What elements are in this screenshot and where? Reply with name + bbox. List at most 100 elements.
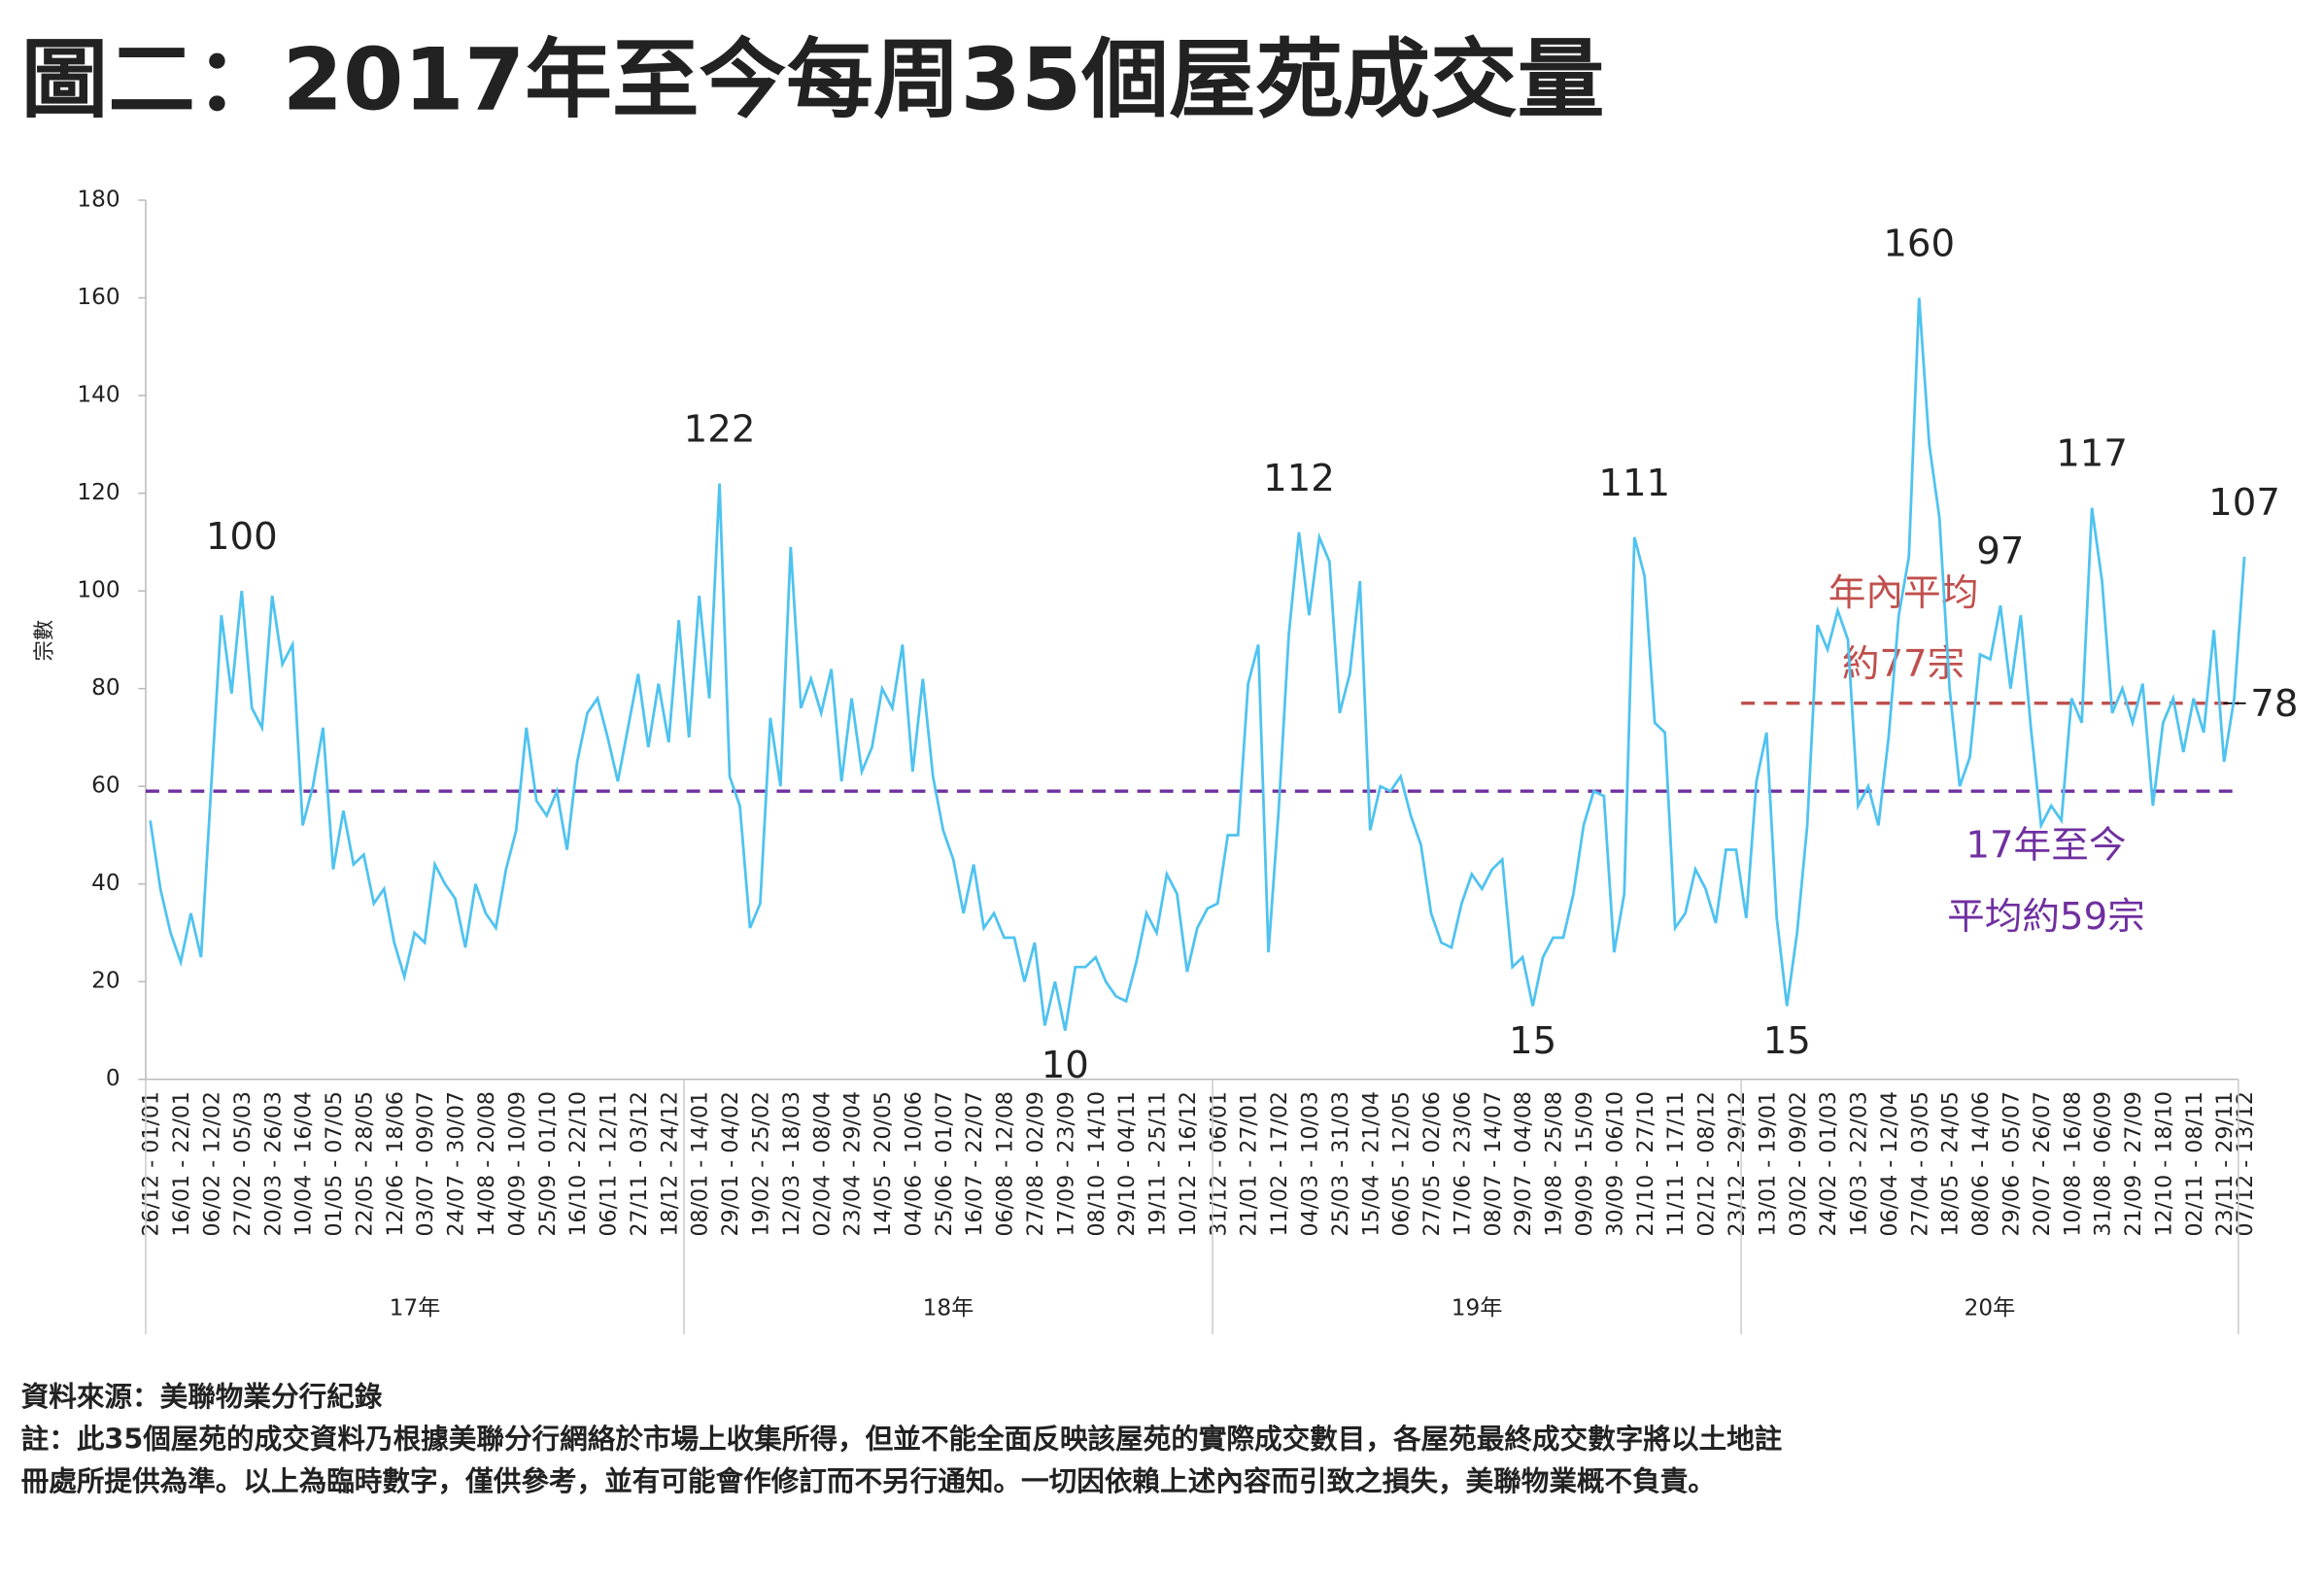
reference-end-label: 78 (2250, 682, 2298, 726)
x-tick-label: 08/10 - 14/10 (1084, 1091, 1110, 1237)
group-label: 20年 (1965, 1296, 2016, 1322)
x-tick-label: 27/02 - 05/03 (230, 1091, 256, 1237)
y-axis-label: 宗數 (32, 620, 56, 662)
x-tick-label: 08/01 - 14/01 (688, 1091, 713, 1237)
chart-title: 圖二：2017年至今每周35個屋苑成交量 (21, 30, 1605, 130)
x-tick-label: 29/10 - 04/11 (1114, 1091, 1140, 1237)
x-tick-label: 23/04 - 29/04 (840, 1091, 866, 1237)
x-tick-label: 22/05 - 28/05 (352, 1091, 377, 1237)
data-line (149, 297, 2246, 1031)
data-label: 100 (206, 515, 278, 559)
data-label: 111 (1598, 462, 1670, 505)
x-tick-label: 11/02 - 17/02 (1267, 1091, 1292, 1237)
data-label: 107 (2208, 481, 2280, 525)
x-tick-label: 25/06 - 01/07 (932, 1091, 957, 1237)
y-tick-label: 180 (77, 188, 120, 213)
x-tick-label: 06/04 - 12/04 (1877, 1091, 1902, 1237)
x-tick-label: 24/02 - 01/03 (1816, 1091, 1841, 1237)
reference-label: 平均約59宗 (1947, 895, 2145, 939)
group-label: 17年 (390, 1296, 441, 1322)
x-tick-label: 02/04 - 08/04 (809, 1091, 835, 1237)
footnote: 資料來源：美聯物業分行紀錄 (21, 1381, 383, 1413)
x-tick-label: 10/04 - 16/04 (291, 1091, 317, 1237)
x-tick-label: 21/10 - 27/10 (1633, 1091, 1658, 1237)
x-tick-label: 31/08 - 06/09 (2091, 1091, 2116, 1237)
x-tick-label: 02/12 - 08/12 (1693, 1091, 1719, 1237)
x-tick-label: 25/09 - 01/10 (535, 1091, 561, 1237)
x-tick-label: 29/07 - 04/08 (1511, 1091, 1536, 1237)
x-tick-label: 09/09 - 15/09 (1572, 1091, 1597, 1237)
footnote: 註：此35個屋苑的成交資料乃根據美聯分行網絡於市場上收集所得，但並不能全面反映該… (21, 1423, 1783, 1455)
x-tick-label: 12/10 - 18/10 (2151, 1091, 2176, 1237)
x-tick-label: 16/07 - 22/07 (962, 1091, 987, 1237)
data-label: 97 (1976, 530, 2024, 573)
y-tick-label: 40 (91, 871, 120, 896)
x-tick-label: 16/03 - 22/03 (1846, 1091, 1871, 1237)
x-tick-label: 04/06 - 10/06 (901, 1091, 926, 1237)
x-tick-label: 29/06 - 05/07 (1999, 1091, 2024, 1237)
y-tick-label: 100 (77, 578, 120, 603)
data-label: 15 (1763, 1019, 1811, 1063)
x-tick-label: 19/08 - 25/08 (1542, 1091, 1567, 1237)
x-tick-label: 27/05 - 02/06 (1419, 1091, 1445, 1237)
x-tick-label: 26/12 - 01/01 (139, 1091, 164, 1237)
x-tick-label: 17/09 - 23/09 (1053, 1091, 1078, 1237)
y-tick-label: 60 (91, 773, 120, 799)
x-tick-label: 27/08 - 02/09 (1023, 1091, 1048, 1237)
x-tick-label: 30/09 - 06/10 (1602, 1091, 1627, 1237)
x-tick-label: 01/05 - 07/05 (322, 1091, 347, 1237)
x-tick-label: 10/08 - 16/08 (2060, 1091, 2085, 1237)
footnote: 冊處所提供為準。以上為臨時數字，僅供參考，並有可能會作修訂而不另行通知。一切因依… (21, 1465, 1716, 1497)
x-tick-label: 17/06 - 23/06 (1450, 1091, 1475, 1237)
x-tick-label: 23/11 - 29/11 (2212, 1091, 2238, 1237)
x-tick-label: 27/04 - 03/05 (1907, 1091, 1932, 1237)
x-tick-label: 23/12 - 29/12 (1725, 1091, 1750, 1237)
y-tick-label: 20 (91, 969, 120, 994)
x-tick-label: 06/08 - 12/08 (992, 1091, 1017, 1237)
x-tick-label: 07/12 - 13/12 (2233, 1091, 2258, 1237)
x-tick-label: 18/12 - 24/12 (657, 1091, 682, 1237)
x-tick-label: 19/11 - 25/11 (1145, 1091, 1170, 1237)
x-tick-label: 06/02 - 12/02 (199, 1091, 224, 1237)
x-tick-label: 02/11 - 08/11 (2182, 1091, 2207, 1237)
x-tick-label: 14/05 - 20/05 (871, 1091, 896, 1237)
x-tick-label: 11/11 - 17/11 (1663, 1091, 1689, 1237)
data-label: 122 (684, 408, 756, 452)
data-label: 15 (1509, 1019, 1556, 1063)
x-tick-label: 21/01 - 27/01 (1237, 1091, 1262, 1237)
x-tick-label: 12/03 - 18/03 (779, 1091, 804, 1237)
data-label: 10 (1042, 1044, 1089, 1087)
x-tick-label: 27/11 - 03/12 (627, 1091, 652, 1237)
x-tick-label: 16/01 - 22/01 (169, 1091, 194, 1237)
y-tick-label: 160 (77, 285, 120, 310)
x-tick-label: 15/04 - 21/04 (1358, 1091, 1384, 1237)
data-label: 112 (1263, 457, 1335, 500)
x-tick-label: 04/09 - 10/09 (504, 1091, 530, 1237)
x-tick-label: 12/06 - 18/06 (383, 1091, 408, 1237)
y-tick-label: 120 (77, 480, 120, 505)
x-tick-label: 03/07 - 09/07 (413, 1091, 438, 1237)
x-tick-label: 31/12 - 06/01 (1206, 1091, 1231, 1237)
data-label: 160 (1883, 223, 1955, 266)
x-tick-label: 20/07 - 26/07 (2030, 1091, 2055, 1237)
x-tick-label: 14/08 - 20/08 (474, 1091, 499, 1237)
x-tick-label: 10/12 - 16/12 (1176, 1091, 1201, 1237)
x-tick-label: 06/11 - 12/11 (596, 1091, 621, 1237)
x-tick-label: 06/05 - 12/05 (1389, 1091, 1415, 1237)
x-tick-label: 18/05 - 24/05 (1938, 1091, 1964, 1237)
x-tick-label: 08/06 - 14/06 (1968, 1091, 1994, 1237)
y-tick-label: 0 (106, 1066, 120, 1091)
x-tick-label: 08/07 - 14/07 (1481, 1091, 1506, 1237)
y-tick-label: 80 (91, 675, 120, 701)
x-tick-label: 04/03 - 10/03 (1297, 1091, 1322, 1237)
data-label: 117 (2056, 432, 2128, 476)
x-tick-label: 13/01 - 19/01 (1755, 1091, 1780, 1237)
reference-label: 17年至今 (1965, 824, 2126, 868)
x-tick-label: 20/03 - 26/03 (260, 1091, 286, 1237)
x-tick-label: 25/03 - 31/03 (1328, 1091, 1353, 1237)
reference-label: 約77宗 (1842, 642, 1965, 686)
x-tick-label: 21/09 - 27/09 (2121, 1091, 2146, 1237)
x-tick-label: 03/02 - 09/02 (1786, 1091, 1811, 1237)
x-tick-label: 19/02 - 25/02 (748, 1091, 773, 1237)
